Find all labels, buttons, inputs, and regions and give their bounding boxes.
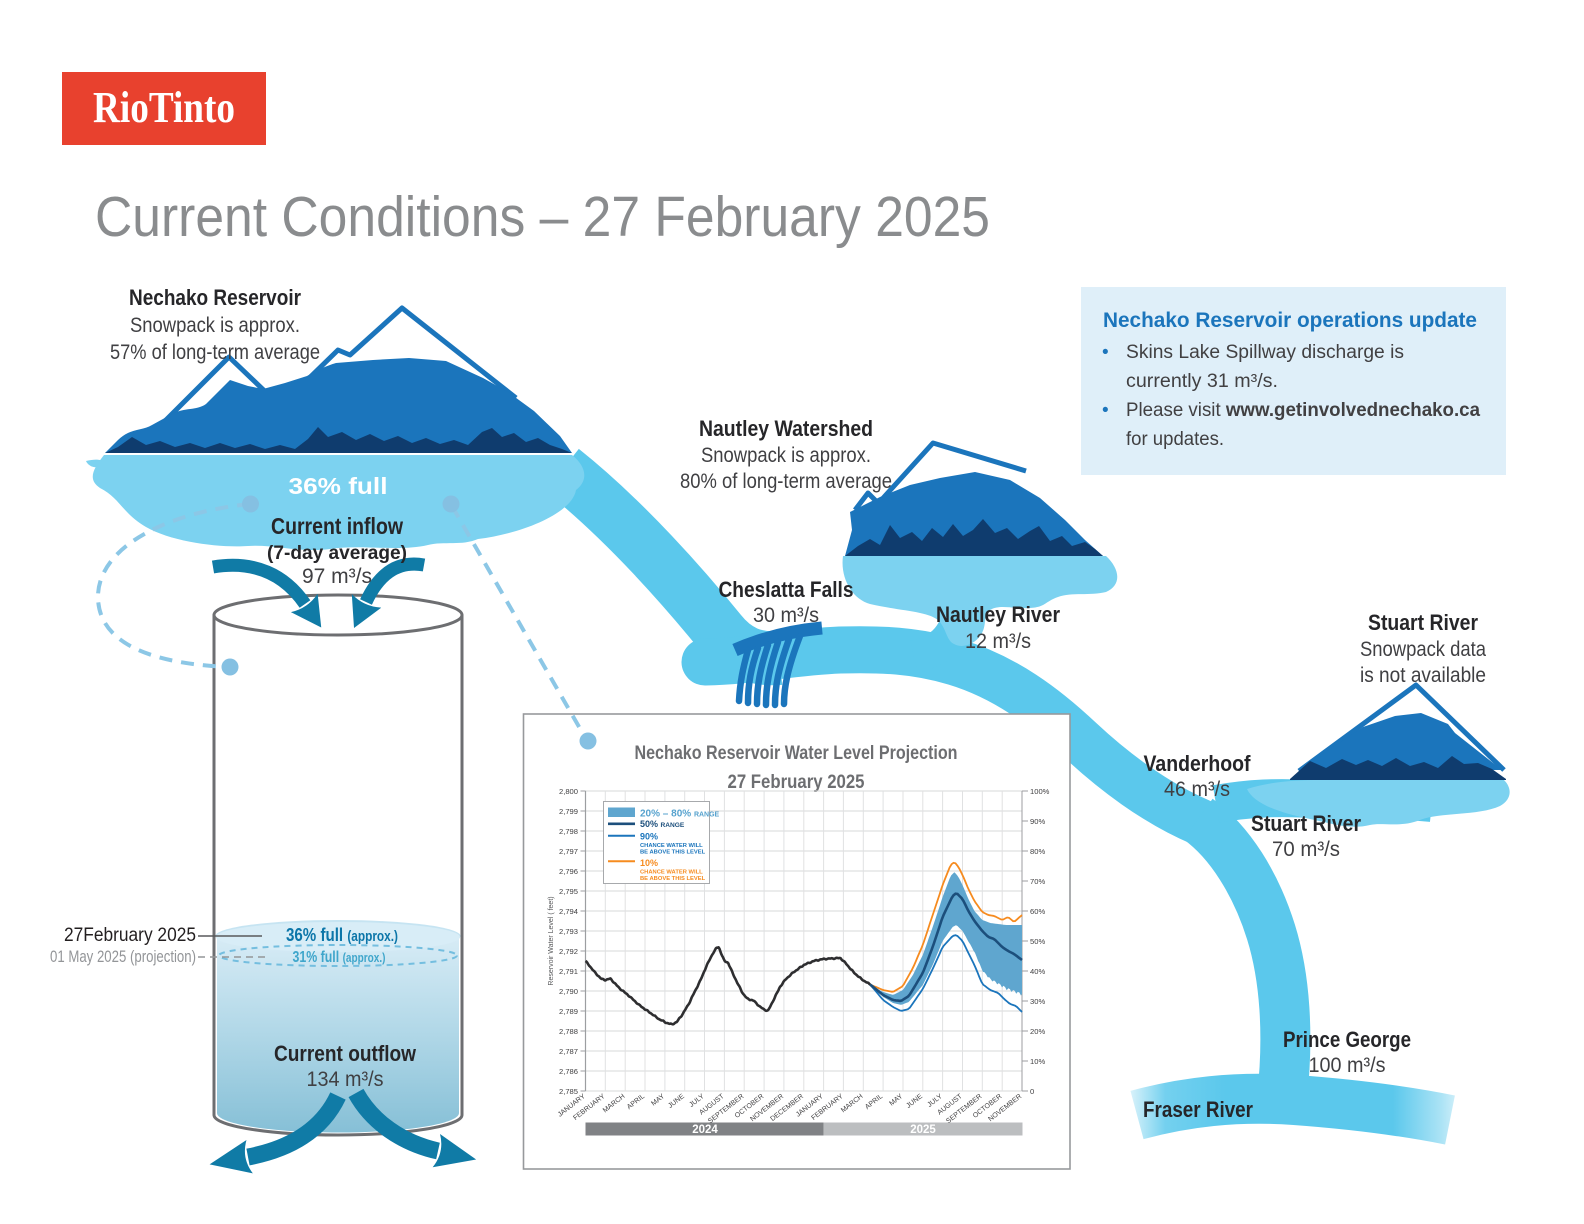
svg-text:Please visit www.getinvolvedne: Please visit www.getinvolvednechako.ca bbox=[1126, 400, 1480, 421]
svg-text:•: • bbox=[1102, 342, 1109, 363]
svg-text:BE ABOVE THIS LEVEL: BE ABOVE THIS LEVEL bbox=[640, 850, 706, 856]
svg-text:20%: 20% bbox=[1030, 1027, 1045, 1036]
svg-text:80%: 80% bbox=[1030, 847, 1045, 856]
svg-text:01 May 2025 (projection): 01 May 2025 (projection) bbox=[50, 948, 196, 966]
svg-text:2,793: 2,793 bbox=[559, 927, 578, 936]
svg-text:Stuart River: Stuart River bbox=[1251, 811, 1361, 836]
svg-text:Nechako Reservoir: Nechako Reservoir bbox=[129, 285, 301, 310]
svg-text:Current outflow: Current outflow bbox=[274, 1041, 416, 1066]
svg-text:Nautley Watershed: Nautley Watershed bbox=[699, 416, 873, 441]
svg-text:2,790: 2,790 bbox=[559, 987, 578, 996]
svg-text:70%: 70% bbox=[1030, 877, 1045, 886]
svg-text:30%: 30% bbox=[1030, 997, 1045, 1006]
svg-text:100 m³/s: 100 m³/s bbox=[1309, 1054, 1386, 1077]
svg-text:134 m³/s: 134 m³/s bbox=[307, 1068, 384, 1091]
svg-text:90%: 90% bbox=[1030, 817, 1045, 826]
svg-text:97 m³/s: 97 m³/s bbox=[302, 565, 372, 588]
svg-text:•: • bbox=[1102, 400, 1109, 421]
svg-text:31% full (approx.): 31% full (approx.) bbox=[293, 949, 386, 966]
svg-text:10%: 10% bbox=[1030, 1057, 1045, 1066]
svg-text:currently 31 m³/s.: currently 31 m³/s. bbox=[1126, 371, 1278, 392]
svg-text:2,799: 2,799 bbox=[559, 807, 578, 816]
svg-text:CHANCE WATER WILL: CHANCE WATER WILL bbox=[640, 843, 703, 849]
svg-text:90%: 90% bbox=[640, 832, 658, 842]
svg-text:50%: 50% bbox=[1030, 937, 1045, 946]
svg-text:50% RANGE: 50% RANGE bbox=[640, 819, 685, 829]
svg-text:Nautley River: Nautley River bbox=[936, 602, 1060, 627]
svg-text:57% of long-term average: 57% of long-term average bbox=[110, 341, 320, 364]
svg-text:2,795: 2,795 bbox=[559, 887, 578, 896]
svg-text:2,797: 2,797 bbox=[559, 847, 578, 856]
svg-text:Current inflow: Current inflow bbox=[271, 513, 404, 539]
svg-text:Stuart River: Stuart River bbox=[1368, 610, 1478, 635]
svg-text:Snowpack data: Snowpack data bbox=[1360, 638, 1486, 661]
svg-text:2,798: 2,798 bbox=[559, 827, 578, 836]
svg-text:100%: 100% bbox=[1030, 787, 1050, 796]
svg-text:Vanderhoof: Vanderhoof bbox=[1144, 751, 1251, 776]
svg-text:(7-day average): (7-day average) bbox=[267, 542, 407, 564]
svg-text:Nechako Reservoir operations u: Nechako Reservoir operations update bbox=[1103, 309, 1477, 332]
svg-text:20% – 80% RANGE: 20% – 80% RANGE bbox=[640, 809, 720, 820]
svg-text:BE ABOVE THIS LEVEL: BE ABOVE THIS LEVEL bbox=[640, 876, 706, 882]
svg-text:2024: 2024 bbox=[692, 1124, 718, 1136]
svg-text:2,792: 2,792 bbox=[559, 947, 578, 956]
svg-text:80% of long-term average: 80% of long-term average bbox=[680, 470, 892, 493]
svg-text:0: 0 bbox=[1030, 1087, 1034, 1096]
svg-text:2,789: 2,789 bbox=[559, 1007, 578, 1016]
svg-text:27February 2025: 27February 2025 bbox=[64, 925, 196, 946]
svg-text:12 m³/s: 12 m³/s bbox=[965, 630, 1031, 653]
svg-text:10%: 10% bbox=[640, 858, 658, 868]
svg-text:2,796: 2,796 bbox=[559, 867, 578, 876]
svg-text:2,788: 2,788 bbox=[559, 1027, 578, 1036]
svg-text:27 February 2025: 27 February 2025 bbox=[728, 772, 865, 793]
svg-text:Cheslatta Falls: Cheslatta Falls bbox=[719, 577, 854, 602]
svg-text:CHANCE WATER WILL: CHANCE WATER WILL bbox=[640, 870, 703, 876]
svg-text:Prince George: Prince George bbox=[1283, 1027, 1411, 1052]
svg-text:Snowpack is approx.: Snowpack is approx. bbox=[701, 444, 871, 467]
svg-text:for updates.: for updates. bbox=[1126, 429, 1224, 450]
svg-text:2,786: 2,786 bbox=[559, 1067, 578, 1076]
svg-text:2,791: 2,791 bbox=[559, 967, 578, 976]
svg-text:30 m³/s: 30 m³/s bbox=[753, 604, 819, 627]
svg-text:36% full: 36% full bbox=[289, 473, 388, 499]
svg-text:Skins Lake Spillway discharge: Skins Lake Spillway discharge is bbox=[1126, 342, 1404, 363]
svg-text:70 m³/s: 70 m³/s bbox=[1272, 838, 1340, 861]
svg-text:Fraser River: Fraser River bbox=[1143, 1097, 1253, 1122]
svg-text:Nechako Reservoir Water Level: Nechako Reservoir Water Level Projection bbox=[635, 743, 958, 764]
svg-text:2025: 2025 bbox=[910, 1124, 936, 1136]
svg-text:40%: 40% bbox=[1030, 967, 1045, 976]
svg-text:RioTinto: RioTinto bbox=[93, 83, 235, 132]
svg-text:is not available: is not available bbox=[1360, 664, 1486, 687]
svg-text:60%: 60% bbox=[1030, 907, 1045, 916]
svg-text:2,785: 2,785 bbox=[559, 1087, 578, 1096]
svg-text:2,787: 2,787 bbox=[559, 1047, 578, 1056]
svg-text:2,800: 2,800 bbox=[559, 787, 578, 796]
svg-text:36% full (approx.): 36% full (approx.) bbox=[286, 924, 398, 945]
svg-text:Snowpack is approx.: Snowpack is approx. bbox=[130, 314, 300, 337]
svg-text:Reservoir Water Level ( feet): Reservoir Water Level ( feet) bbox=[548, 896, 555, 985]
svg-text:2,794: 2,794 bbox=[559, 907, 578, 916]
svg-text:46 m³/s: 46 m³/s bbox=[1164, 778, 1230, 801]
svg-text:Current Conditions – 27 Februa: Current Conditions – 27 February 2025 bbox=[95, 185, 990, 249]
